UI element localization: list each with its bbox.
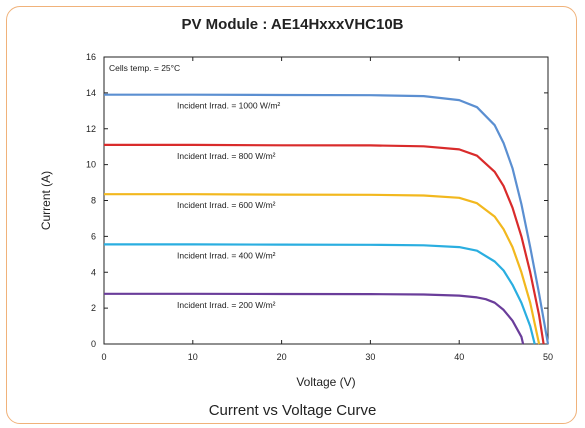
y-tick-label: 16 (86, 52, 96, 62)
x-tick-label: 30 (365, 352, 375, 362)
cells-temp-annotation: Cells temp. = 25°C (109, 63, 180, 73)
x-tick-label: 10 (188, 352, 198, 362)
y-tick-label: 8 (91, 196, 96, 206)
series-line-5 (104, 292, 525, 345)
series-line-1 (104, 93, 550, 345)
x-tick-label: 40 (454, 352, 464, 362)
y-tick-label: 0 (91, 339, 96, 349)
series-label-2: Incident Irrad. = 800 W/m² (177, 151, 276, 161)
y-tick-label: 6 (91, 231, 96, 241)
y-tick-label: 4 (91, 267, 96, 277)
series-line-3 (104, 193, 541, 345)
y-tick-label: 10 (86, 160, 96, 170)
y-tick-label: 2 (91, 303, 96, 313)
x-tick-label: 20 (277, 352, 287, 362)
series-line-2 (104, 143, 545, 345)
chart-frame (6, 6, 577, 424)
series-line-4 (104, 243, 536, 345)
chart-caption: Current vs Voltage Curve (208, 402, 377, 419)
y-tick-label: 14 (86, 88, 96, 98)
series-label-1: Incident Irrad. = 1000 W/m² (177, 101, 280, 111)
x-tick-label: 0 (101, 352, 106, 362)
plot-area (103, 56, 549, 345)
series-label-3: Incident Irrad. = 600 W/m² (177, 200, 276, 210)
x-axis-label: Voltage (V) (296, 375, 355, 389)
y-tick-label: 12 (86, 124, 96, 134)
chart-title: PV Module : AE14HxxxVHC10B (181, 16, 404, 33)
y-axis-label: Current (A) (39, 171, 53, 230)
series-label-5: Incident Irrad. = 200 W/m² (177, 300, 276, 310)
x-tick-label: 50 (543, 352, 553, 362)
series-label-4: Incident Irrad. = 400 W/m² (177, 250, 276, 260)
